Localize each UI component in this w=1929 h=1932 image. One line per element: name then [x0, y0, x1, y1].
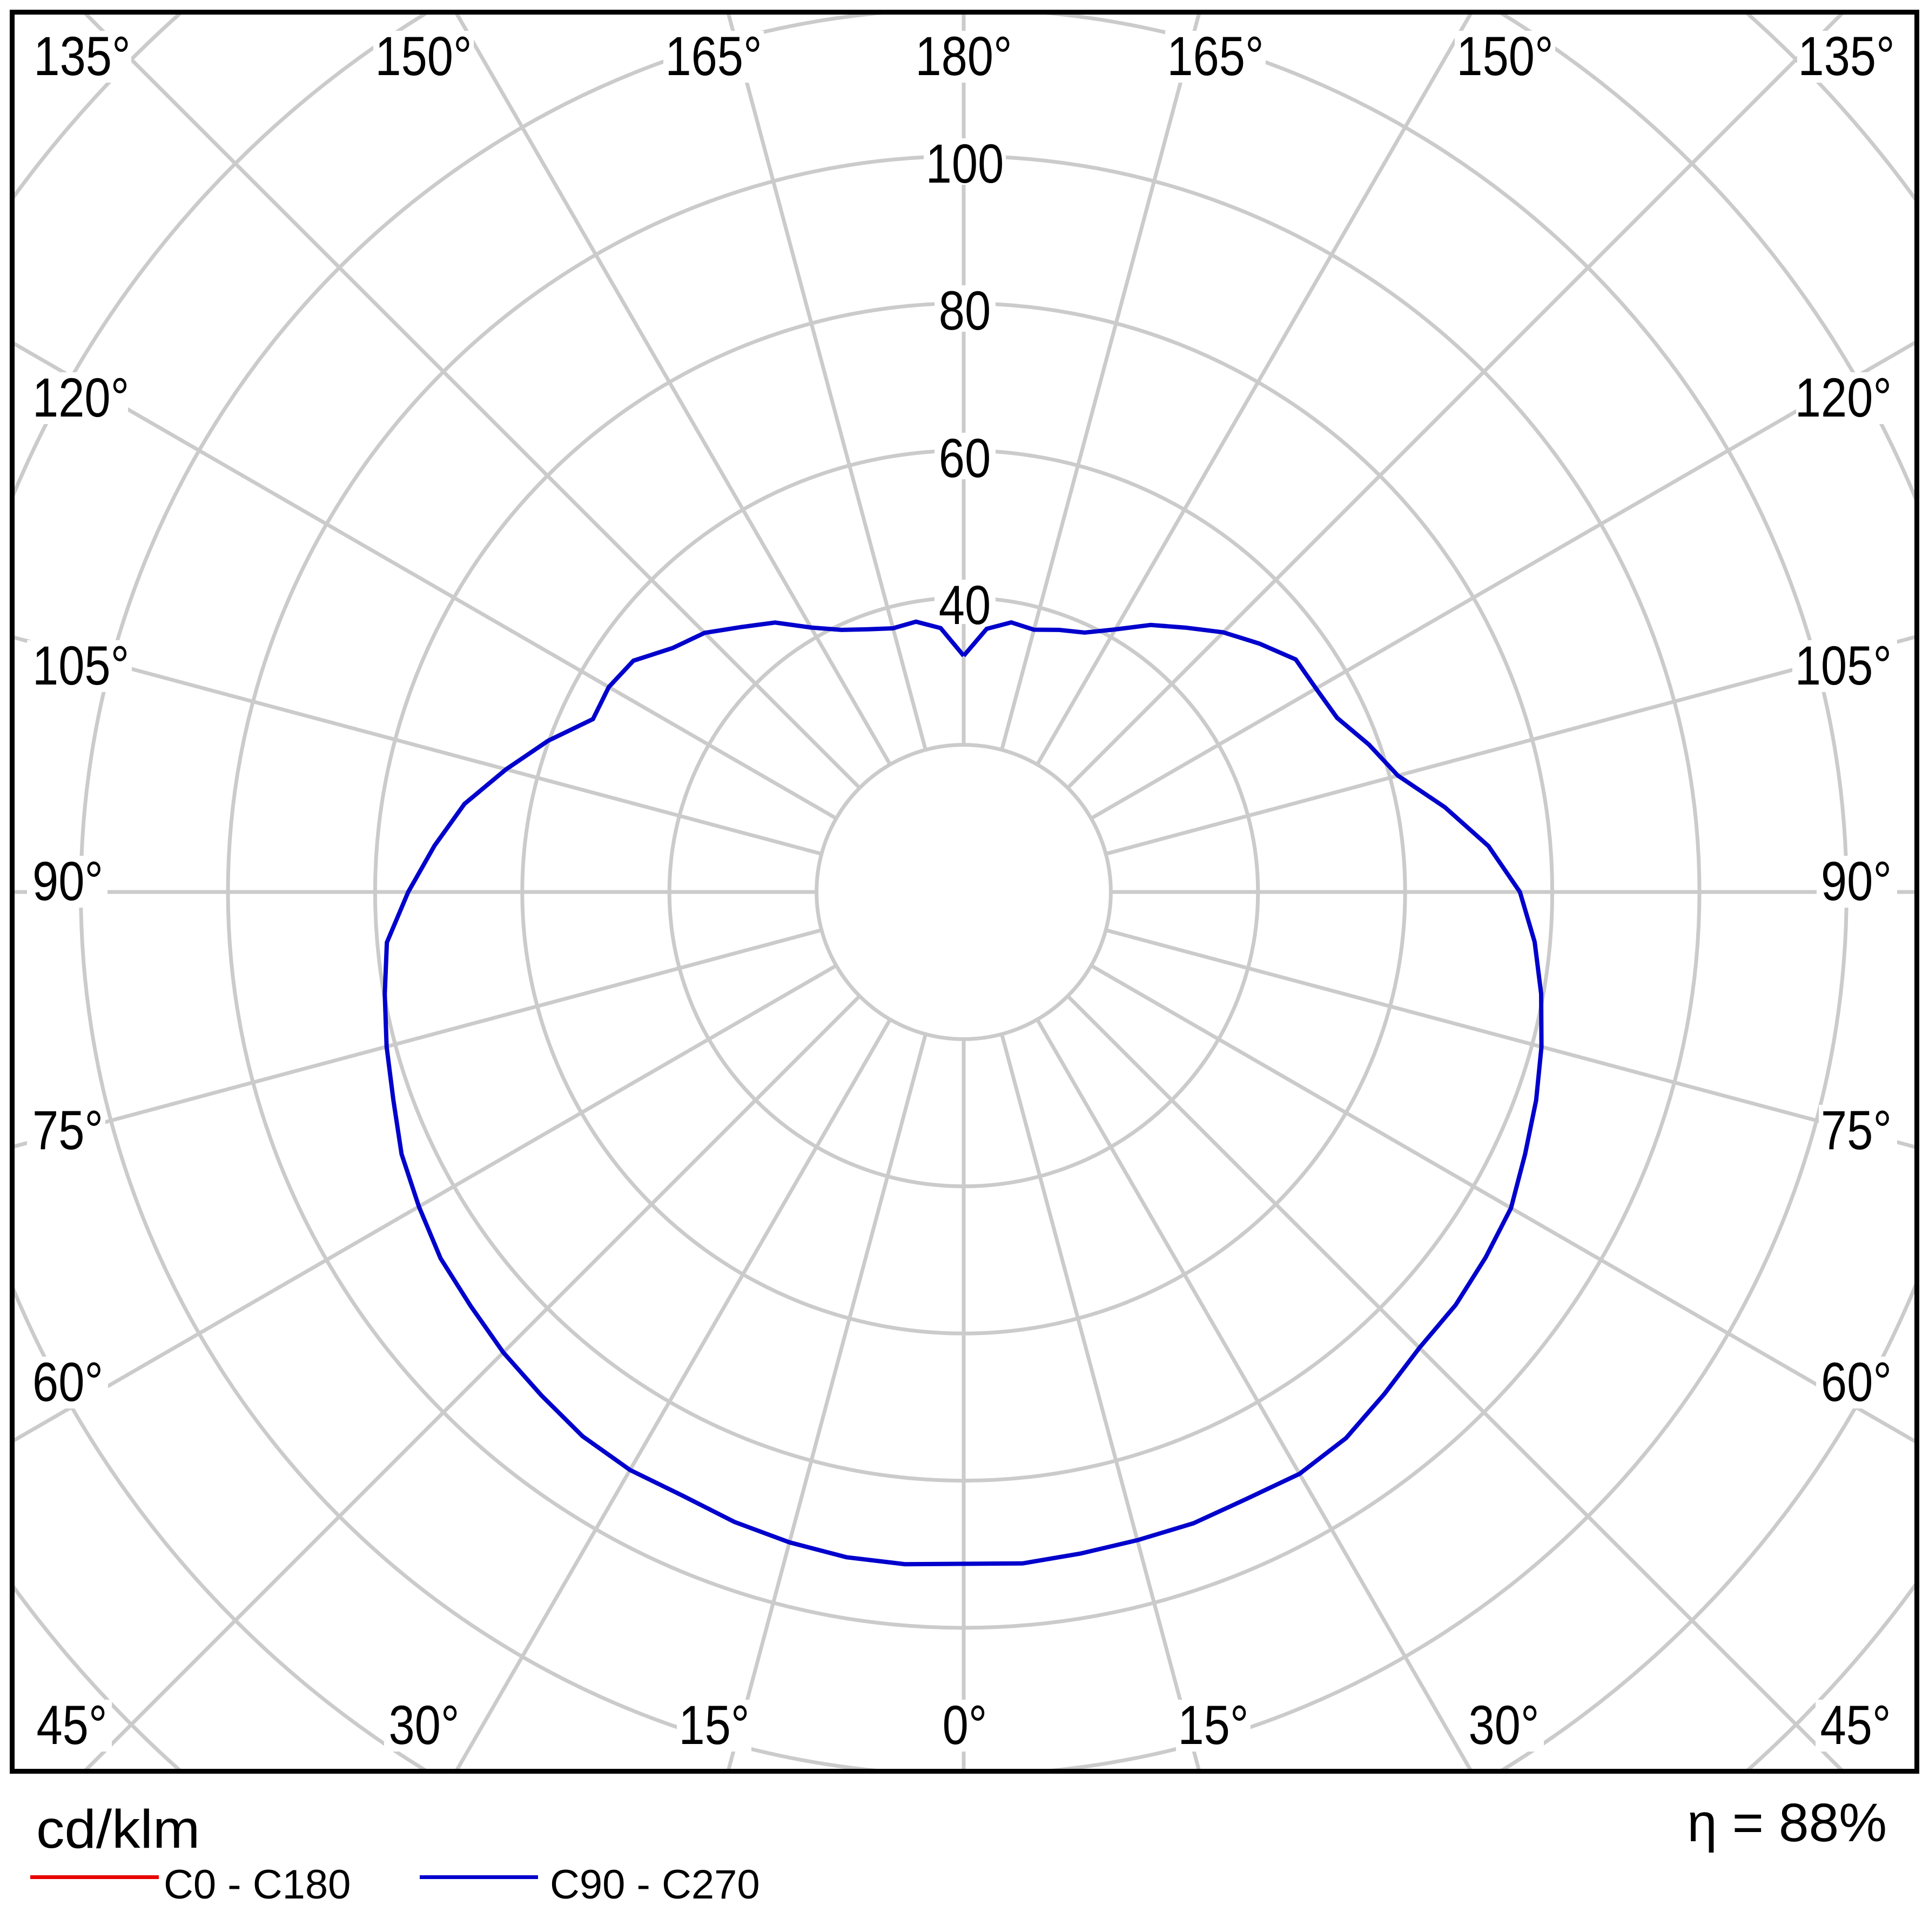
svg-text:90°: 90° [32, 850, 103, 912]
svg-text:100: 100 [926, 133, 1004, 194]
svg-text:60: 60 [939, 427, 991, 489]
svg-text:40: 40 [939, 574, 991, 636]
svg-text:120°: 120° [32, 367, 129, 428]
svg-text:C0 - C180: C0 - C180 [164, 1862, 351, 1908]
svg-text:75°: 75° [1821, 1099, 1892, 1161]
svg-text:45°: 45° [1820, 1694, 1891, 1756]
svg-text:60°: 60° [32, 1351, 103, 1413]
svg-text:135°: 135° [1798, 25, 1894, 87]
svg-text:105°: 105° [1795, 635, 1892, 696]
svg-text:30°: 30° [1468, 1694, 1539, 1756]
svg-text:0°: 0° [943, 1694, 987, 1756]
svg-text:75°: 75° [32, 1099, 103, 1161]
svg-text:165°: 165° [665, 25, 762, 87]
svg-text:15°: 15° [1178, 1694, 1248, 1756]
svg-text:η = 88%: η = 88% [1687, 1793, 1887, 1853]
svg-text:80: 80 [939, 280, 991, 341]
svg-text:135°: 135° [33, 25, 130, 87]
svg-text:150°: 150° [375, 25, 472, 87]
svg-text:105°: 105° [32, 635, 129, 696]
svg-text:C90 - C270: C90 - C270 [550, 1862, 760, 1908]
svg-text:45°: 45° [36, 1694, 107, 1756]
svg-text:165°: 165° [1167, 25, 1263, 87]
svg-text:60°: 60° [1821, 1351, 1892, 1413]
svg-text:150°: 150° [1456, 25, 1553, 87]
svg-text:30°: 30° [388, 1694, 459, 1756]
svg-text:90°: 90° [1821, 850, 1892, 912]
svg-text:cd/klm: cd/klm [36, 1799, 200, 1859]
svg-text:120°: 120° [1795, 367, 1892, 428]
svg-text:180°: 180° [915, 25, 1012, 87]
svg-text:15°: 15° [678, 1694, 749, 1756]
